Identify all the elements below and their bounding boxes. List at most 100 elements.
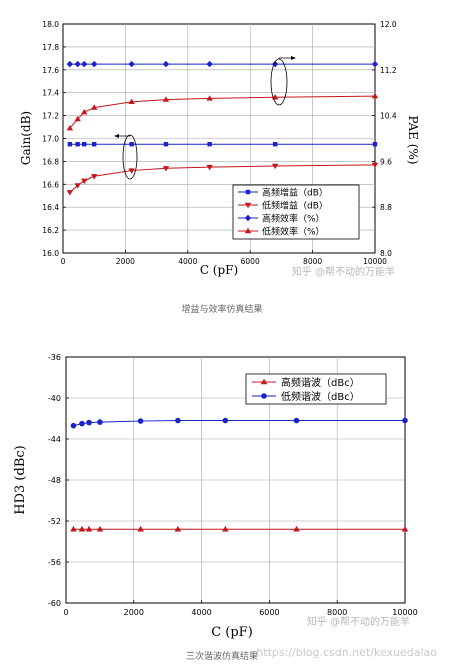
y-axis-label-left-1: Gain(dB) bbox=[19, 111, 33, 165]
data-point-s1-5 bbox=[175, 417, 181, 424]
legend-marker-0 bbox=[260, 378, 268, 385]
y-tick-label-right: 11.2 bbox=[380, 66, 397, 75]
data-point-s0-8 bbox=[401, 525, 409, 532]
data-point-s3-5 bbox=[162, 96, 170, 102]
y-tick-label-left: 17.8 bbox=[42, 43, 59, 52]
y-tick-label-right: 10.4 bbox=[380, 112, 397, 121]
legend-box-1 bbox=[232, 184, 360, 240]
data-point-s0-2 bbox=[85, 525, 93, 532]
y-tick-label: -60 bbox=[48, 599, 61, 608]
y-axis-label-right-1: PAE (%) bbox=[406, 116, 420, 165]
data-point-s3-0 bbox=[66, 124, 74, 131]
ticks-2: 0 2000 4000 6000 8000 10000 -36 -40 -44 -48 -52 -56… bbox=[48, 353, 418, 617]
grid-2 bbox=[66, 357, 405, 603]
ticks-1: 0 2000 4000 6000 8000 10000 16.0 16.2 16.4 16.6 16… bbox=[42, 20, 397, 266]
data-point-s0-8 bbox=[372, 142, 378, 147]
caption-chart1: 增益与效率仿真结果 bbox=[181, 303, 262, 315]
y-tick-label-left: 17.4 bbox=[42, 89, 59, 98]
data-point-s2-4 bbox=[128, 60, 135, 68]
legend-marker-1 bbox=[244, 202, 252, 209]
y-tick-label-left: 18.0 bbox=[42, 20, 59, 29]
legend-label-2: 高频效率（%） bbox=[262, 213, 325, 225]
watermark-1: 知乎 @帮不动的万能羊 bbox=[292, 265, 395, 278]
data-point-s0-7 bbox=[272, 142, 278, 147]
data-point-s2-6 bbox=[206, 60, 213, 68]
y-tick-label-left: 16.0 bbox=[42, 249, 59, 258]
data-point-s1-5 bbox=[162, 166, 170, 172]
data-point-s0-3 bbox=[92, 142, 97, 147]
data-point-s1-7 bbox=[293, 417, 300, 424]
caption-chart2: 三次谐波仿真结果 bbox=[186, 650, 258, 662]
data-point-s3-1 bbox=[74, 115, 81, 122]
y-tick-label-left: 16.4 bbox=[42, 203, 59, 212]
annotation-arrow-gain bbox=[117, 135, 131, 137]
y-tick-label-right: 8.0 bbox=[380, 249, 392, 258]
data-point-s1-0 bbox=[66, 190, 74, 196]
x-tick-label: 2000 bbox=[116, 257, 135, 266]
data-point-s1-4 bbox=[137, 418, 144, 424]
data-point-s3-6 bbox=[206, 95, 213, 101]
data-point-s1-2 bbox=[81, 178, 88, 185]
data-point-s1-6 bbox=[222, 417, 229, 424]
y-tick-label: -48 bbox=[48, 476, 61, 485]
legend-label-0: 高频增益（dB） bbox=[262, 187, 328, 199]
legend-1: 高频增益（dB）低频增益（dB）高频效率（%）低频效率（%） bbox=[232, 184, 360, 240]
data-point-s3-8 bbox=[371, 92, 379, 99]
legend-marker-0 bbox=[245, 189, 251, 195]
legend-box-2 bbox=[245, 373, 387, 405]
data-point-s0-5 bbox=[174, 525, 182, 532]
data-point-s1-7 bbox=[271, 163, 279, 170]
data-point-s1-2 bbox=[86, 419, 92, 426]
x-axis-label-1: C (pF) bbox=[200, 263, 238, 277]
data-point-s3-2 bbox=[81, 108, 88, 115]
y-tick-label: -44 bbox=[48, 435, 61, 444]
y-tick-label: -52 bbox=[48, 517, 61, 526]
y-tick-label-right: 9.6 bbox=[380, 157, 392, 166]
x-tick-label: 0 bbox=[61, 257, 66, 266]
chart-gain-pae: 0 2000 4000 6000 8000 10000 16.0 16.2 16.4 16.6 16… bbox=[19, 20, 420, 278]
data-point-s1-3 bbox=[91, 174, 98, 180]
legend-label-1: 低频增益（dB） bbox=[262, 200, 328, 212]
legend-2: 高频谐波（dBc）低频谐波（dBc） bbox=[245, 373, 387, 405]
x-tick-label: 2000 bbox=[124, 608, 144, 617]
data-point-s0-0 bbox=[70, 525, 77, 532]
data-point-s0-6 bbox=[207, 142, 212, 147]
series-group-2 bbox=[70, 417, 409, 532]
y-tick-label-left: 16.8 bbox=[42, 157, 59, 166]
legend-marker-1 bbox=[261, 393, 267, 399]
data-point-s1-0 bbox=[70, 422, 77, 429]
x-tick-label: 10000 bbox=[363, 257, 387, 266]
x-tick-label: 8000 bbox=[303, 257, 322, 266]
y-tick-label-right: 8.8 bbox=[380, 203, 392, 212]
data-point-s0-3 bbox=[96, 525, 104, 532]
data-point-s1-1 bbox=[74, 183, 81, 189]
y-tick-label-left: 16.6 bbox=[42, 180, 59, 189]
data-point-s1-8 bbox=[371, 162, 379, 169]
annotation-arrowhead-gain bbox=[114, 134, 119, 138]
x-axis-label-2: C (pF) bbox=[211, 625, 253, 640]
x-tick-label: 6000 bbox=[259, 608, 279, 617]
y-tick-label-left: 17.2 bbox=[42, 112, 59, 121]
data-point-s2-0 bbox=[66, 60, 74, 68]
y-tick-label: -56 bbox=[48, 558, 61, 567]
data-point-s2-8 bbox=[371, 60, 379, 68]
data-point-s2-7 bbox=[271, 60, 279, 68]
data-point-s0-0 bbox=[67, 142, 73, 147]
data-point-s2-2 bbox=[81, 60, 88, 68]
legend-label-1: 低频谐波（dBc） bbox=[281, 390, 360, 403]
data-point-s0-4 bbox=[129, 142, 134, 147]
legend-marker-2 bbox=[244, 214, 252, 222]
watermark-url: https://blog.csdn.net/kexuedalao bbox=[256, 646, 437, 659]
data-point-s0-5 bbox=[163, 142, 169, 147]
x-tick-label: 8000 bbox=[327, 608, 347, 617]
data-point-s1-6 bbox=[206, 164, 213, 171]
legend-label-0: 高频谐波（dBc） bbox=[281, 376, 360, 389]
data-point-s2-5 bbox=[162, 60, 170, 68]
y-tick-label-left: 17.6 bbox=[42, 66, 59, 75]
data-point-s1-4 bbox=[128, 168, 135, 174]
data-point-s1-1 bbox=[79, 420, 85, 427]
legend-marker-3 bbox=[244, 227, 252, 234]
x-tick-label: 10000 bbox=[392, 608, 417, 617]
data-point-s0-1 bbox=[78, 525, 86, 532]
